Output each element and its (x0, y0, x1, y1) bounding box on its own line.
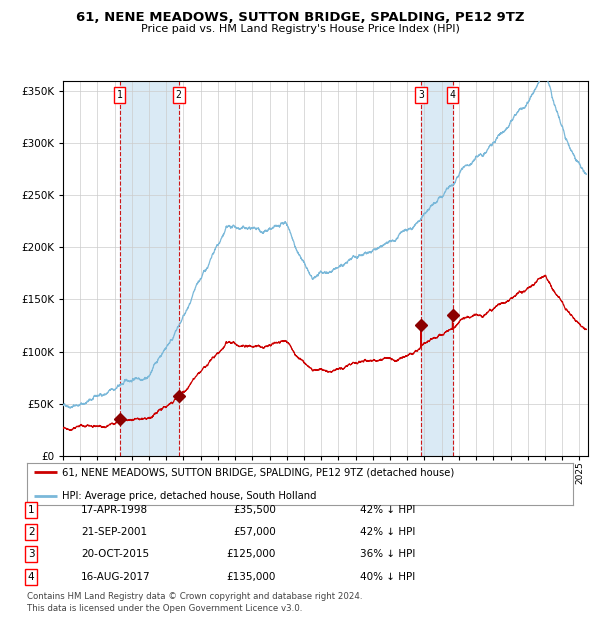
Text: 42% ↓ HPI: 42% ↓ HPI (360, 505, 415, 515)
Text: HPI: Average price, detached house, South Holland: HPI: Average price, detached house, Sout… (62, 491, 317, 501)
Text: 3: 3 (418, 90, 424, 100)
Text: 42% ↓ HPI: 42% ↓ HPI (360, 527, 415, 537)
Text: 61, NENE MEADOWS, SUTTON BRIDGE, SPALDING, PE12 9TZ (detached house): 61, NENE MEADOWS, SUTTON BRIDGE, SPALDIN… (62, 467, 455, 477)
Text: Contains HM Land Registry data © Crown copyright and database right 2024.
This d: Contains HM Land Registry data © Crown c… (27, 591, 362, 613)
Text: £125,000: £125,000 (227, 549, 276, 559)
Text: 36% ↓ HPI: 36% ↓ HPI (360, 549, 415, 559)
Text: 2: 2 (28, 527, 35, 537)
Text: £35,500: £35,500 (233, 505, 276, 515)
Bar (119, 81, 179, 456)
Text: 16-AUG-2017: 16-AUG-2017 (81, 572, 151, 582)
Text: £135,000: £135,000 (227, 572, 276, 582)
Text: 20-OCT-2015: 20-OCT-2015 (81, 549, 149, 559)
Text: 17-APR-1998: 17-APR-1998 (81, 505, 148, 515)
Text: 21-SEP-2001: 21-SEP-2001 (81, 527, 147, 537)
Text: 4: 4 (28, 572, 35, 582)
Text: 2: 2 (176, 90, 182, 100)
Text: 3: 3 (28, 549, 35, 559)
Text: 61, NENE MEADOWS, SUTTON BRIDGE, SPALDING, PE12 9TZ: 61, NENE MEADOWS, SUTTON BRIDGE, SPALDIN… (76, 11, 524, 24)
Text: £57,000: £57,000 (233, 527, 276, 537)
Text: 1: 1 (28, 505, 35, 515)
Text: 40% ↓ HPI: 40% ↓ HPI (360, 572, 415, 582)
Text: 1: 1 (116, 90, 122, 100)
Text: 4: 4 (449, 90, 455, 100)
Text: Price paid vs. HM Land Registry's House Price Index (HPI): Price paid vs. HM Land Registry's House … (140, 24, 460, 33)
Bar (421, 81, 452, 456)
